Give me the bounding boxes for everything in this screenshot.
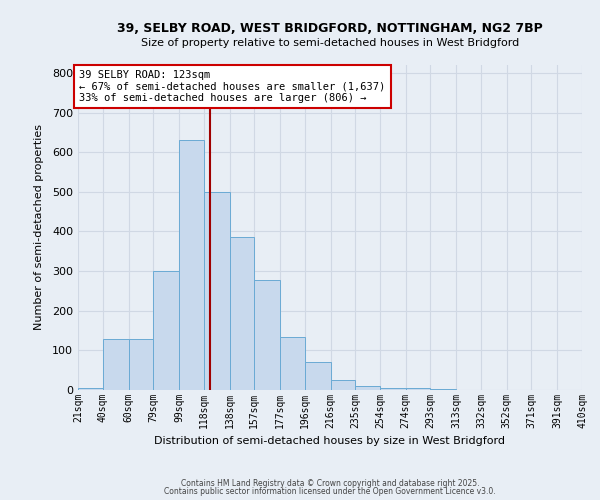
X-axis label: Distribution of semi-detached houses by size in West Bridgford: Distribution of semi-detached houses by … — [155, 436, 505, 446]
Bar — [103, 340, 128, 390]
Bar — [380, 388, 406, 390]
Y-axis label: Number of semi-detached properties: Number of semi-detached properties — [34, 124, 44, 330]
Bar — [331, 380, 355, 390]
Text: Contains HM Land Registry data © Crown copyright and database right 2025.: Contains HM Land Registry data © Crown c… — [181, 478, 479, 488]
Text: Size of property relative to semi-detached houses in West Bridgford: Size of property relative to semi-detach… — [141, 38, 519, 48]
Bar — [128, 340, 153, 390]
Text: 39, SELBY ROAD, WEST BRIDGFORD, NOTTINGHAM, NG2 7BP: 39, SELBY ROAD, WEST BRIDGFORD, NOTTINGH… — [117, 22, 543, 36]
Text: 39 SELBY ROAD: 123sqm
← 67% of semi-detached houses are smaller (1,637)
33% of s: 39 SELBY ROAD: 123sqm ← 67% of semi-deta… — [79, 70, 386, 103]
Bar — [430, 389, 457, 390]
Bar — [305, 362, 331, 390]
Bar — [355, 386, 380, 390]
Bar — [203, 192, 230, 390]
Bar — [254, 280, 280, 390]
Text: Contains public sector information licensed under the Open Government Licence v3: Contains public sector information licen… — [164, 487, 496, 496]
Bar — [179, 140, 203, 390]
Bar — [406, 388, 430, 390]
Bar — [280, 338, 305, 390]
Bar — [78, 388, 103, 390]
Bar — [153, 271, 179, 390]
Bar — [230, 238, 254, 390]
